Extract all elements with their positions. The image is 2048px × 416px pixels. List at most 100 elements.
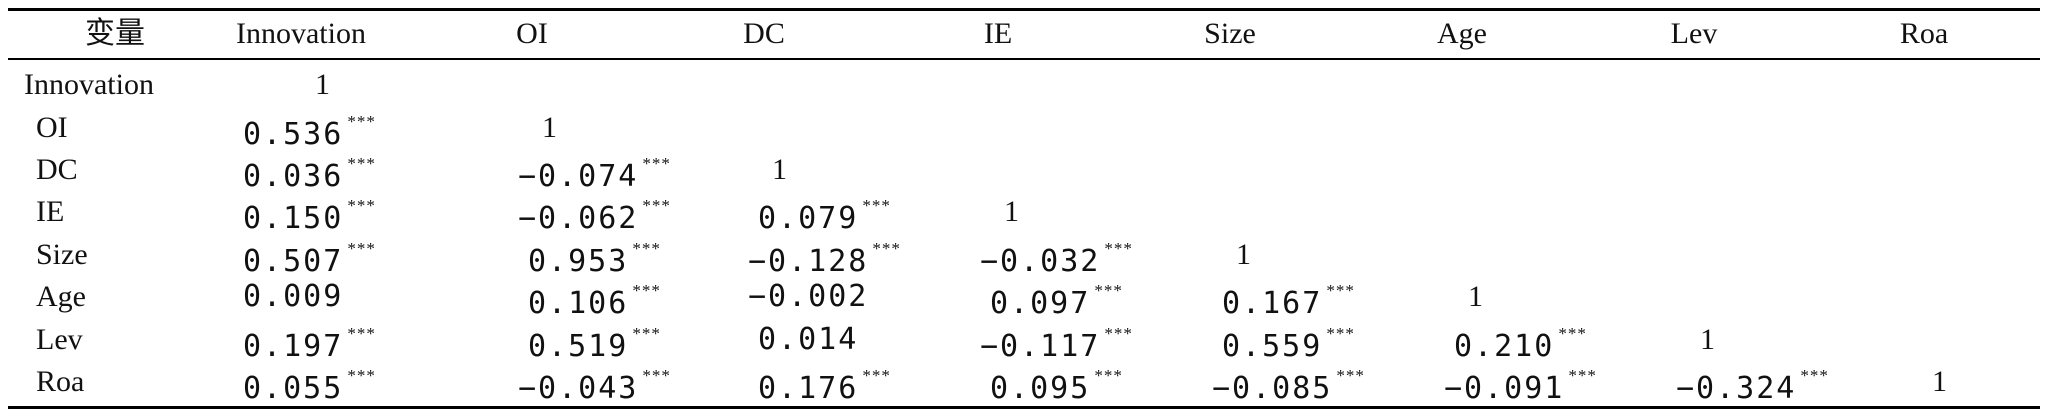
significance-stars: *** [1558,324,1587,343]
cell-value: 0.536 [243,117,344,152]
correlation-cell: 0.097 *** [990,277,1123,321]
header-roa: Roa [1899,17,1949,50]
cell-value: 1 [772,153,787,186]
correlation-cell: −0.091 *** [1444,362,1597,406]
correlation-cell: −0.324 *** [1676,362,1829,406]
cell-value: −0.043 [518,371,639,406]
row-label-age: Age [36,280,86,313]
correlation-cell: 0.095 *** [990,362,1123,406]
cell-value: 0.953 [528,244,629,279]
cell-value: 0.507 [243,244,344,279]
significance-stars: *** [642,366,671,385]
significance-stars: *** [347,154,376,173]
header-lev: Lev [1670,17,1718,50]
correlation-cell: −0.085 *** [1212,362,1365,406]
cell-value: 0.106 [528,286,629,321]
correlation-cell: 0.197 *** [243,320,376,364]
significance-stars: *** [862,196,891,215]
significance-stars: *** [872,239,901,258]
significance-stars: *** [642,154,671,173]
significance-stars: *** [1326,281,1355,300]
correlation-cell: 0.079 *** [758,192,891,236]
row-label-dc: DC [36,153,78,186]
cell-value: 1 [1468,280,1483,313]
cell-value: 0.167 [1222,286,1323,321]
correlation-cell: 0.210 *** [1454,320,1587,364]
significance-stars: *** [1800,366,1829,385]
cell-value: −0.117 [980,329,1101,364]
cell-value: 1 [1932,365,1947,398]
significance-stars: *** [347,324,376,343]
correlation-cell: −0.128 *** [748,235,901,279]
significance-stars: *** [1104,324,1133,343]
cell-value: 0.079 [758,201,859,236]
correlation-cell: 0.150 *** [243,192,376,236]
cell-value: 0.097 [990,286,1091,321]
correlation-cell: 0.167 *** [1222,277,1355,321]
table-bottom-rule [8,406,2040,409]
correlation-cell: −0.032 *** [980,235,1133,279]
cell-value: 0.055 [243,371,344,406]
row-label-roa: Roa [36,365,85,398]
table-top-rule [8,8,2040,11]
row-label-size: Size [36,238,88,271]
significance-stars: *** [632,239,661,258]
cell-value: −0.091 [1444,371,1565,406]
significance-stars: *** [347,239,376,258]
significance-stars: *** [347,196,376,215]
diagonal-cell: 1 [1468,277,1483,317]
cell-value: 1 [542,111,557,144]
significance-stars: *** [1094,281,1123,300]
correlation-cell: 0.176 *** [758,362,891,406]
correlation-cell: −0.074 *** [518,150,671,194]
correlation-cell: 0.536 *** [243,108,376,152]
cell-value: 0.176 [758,371,859,406]
header-size: Size [1204,17,1256,50]
diagonal-cell: 1 [1700,320,1715,360]
diagonal-cell: 1 [1236,235,1251,275]
correlation-cell: 0.519 *** [528,320,661,364]
correlation-cell: 0.953 *** [528,235,661,279]
row-label-oi: OI [36,111,68,144]
cell-value: 0.095 [990,371,1091,406]
header-oi: OI [516,17,548,50]
header-dc: DC [743,17,785,50]
cell-value: 0.210 [1454,329,1555,364]
diagonal-cell: 1 [542,108,557,148]
correlation-cell: 0.014 [758,320,858,360]
cell-value: 0.014 [758,322,859,357]
cell-value: 0.559 [1222,329,1323,364]
significance-stars: *** [1326,324,1355,343]
cell-value: −0.062 [518,201,639,236]
diagonal-cell: 1 [1932,362,1947,402]
row-label-innovation: Innovation [24,68,154,101]
cell-value: −0.128 [748,244,869,279]
header-innovation: Innovation [236,17,366,50]
correlation-cell: −0.002 [748,277,868,317]
significance-stars: *** [632,281,661,300]
diagonal-cell: 1 [772,150,787,190]
significance-stars: *** [1104,239,1133,258]
significance-stars: *** [1094,366,1123,385]
significance-stars: *** [642,196,671,215]
cell-value: 1 [1004,195,1019,228]
cell-value: 1 [1236,238,1251,271]
cell-value: −0.085 [1212,371,1333,406]
cell-value: 0.150 [243,201,344,236]
row-label-lev: Lev [36,323,83,356]
table-header-rule [8,58,2040,60]
diagonal-cell: 1 [1004,192,1019,232]
correlation-cell: 0.055 *** [243,362,376,406]
significance-stars: *** [862,366,891,385]
header-ie: IE [983,17,1013,50]
cell-value: −0.002 [748,279,869,314]
correlation-cell: −0.043 *** [518,362,671,406]
correlation-cell: 0.559 *** [1222,320,1355,364]
cell-value: 0.036 [243,159,344,194]
significance-stars: *** [632,324,661,343]
cell-value: −0.324 [1676,371,1797,406]
significance-stars: *** [1336,366,1365,385]
significance-stars: *** [347,112,376,131]
correlation-cell: 0.009 [243,277,343,317]
cell-value: 1 [315,68,330,101]
